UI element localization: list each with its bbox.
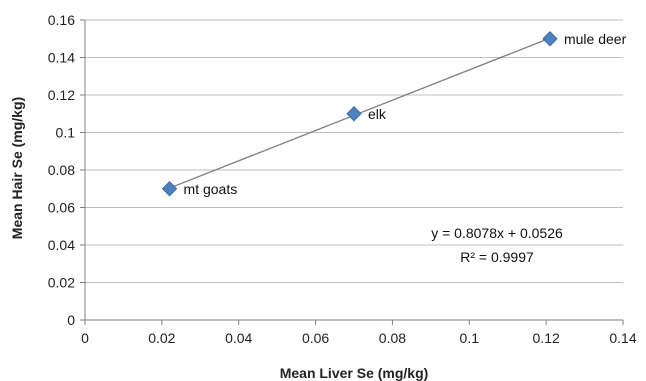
y-tick-label: 0.04 (48, 237, 75, 253)
x-tick-label: 0 (81, 330, 89, 346)
x-tick-label: 0.08 (379, 330, 406, 346)
point-labels: mt goats elk mule deer (184, 31, 627, 197)
y-tick-labels: 0 0.02 0.04 0.06 0.08 0.1 0.12 0.14 0.16 (48, 12, 75, 328)
point-label: mule deer (564, 31, 627, 47)
y-tick-label: 0.1 (56, 125, 76, 141)
x-tick-label: 0.04 (225, 330, 252, 346)
point-label: mt goats (184, 181, 238, 197)
x-tick-label: 0.02 (148, 330, 175, 346)
trendline-equation: y = 0.8078x + 0.0526 (431, 225, 563, 241)
x-tick-label: 0.12 (533, 330, 560, 346)
data-point-elk (346, 106, 362, 122)
x-axis-title: Mean Liver Se (mg/kg) (280, 365, 429, 381)
r-squared-label: R² = 0.9997 (460, 249, 534, 265)
gridlines (85, 19, 623, 283)
axes (80, 19, 624, 325)
y-tick-label: 0.06 (48, 200, 75, 216)
y-axis-title: Mean Hair Se (mg/kg) (9, 97, 25, 239)
y-tick-label: 0.08 (48, 162, 75, 178)
x-tick-label: 0.1 (460, 330, 480, 346)
y-tick-label: 0.16 (48, 12, 75, 28)
data-point-mule-deer (542, 31, 558, 47)
x-tick-labels: 0 0.02 0.04 0.06 0.08 0.1 0.12 0.14 (81, 330, 637, 346)
point-label: elk (368, 106, 387, 122)
y-tick-label: 0.12 (48, 87, 75, 103)
x-tick-label: 0.14 (609, 330, 636, 346)
data-point-mt-goats (161, 181, 178, 197)
y-tick-label: 0.02 (48, 275, 75, 291)
data-points (161, 31, 558, 197)
y-tick-label: 0.14 (48, 50, 75, 66)
x-tick-label: 0.06 (302, 330, 329, 346)
y-tick-label: 0 (67, 312, 75, 328)
